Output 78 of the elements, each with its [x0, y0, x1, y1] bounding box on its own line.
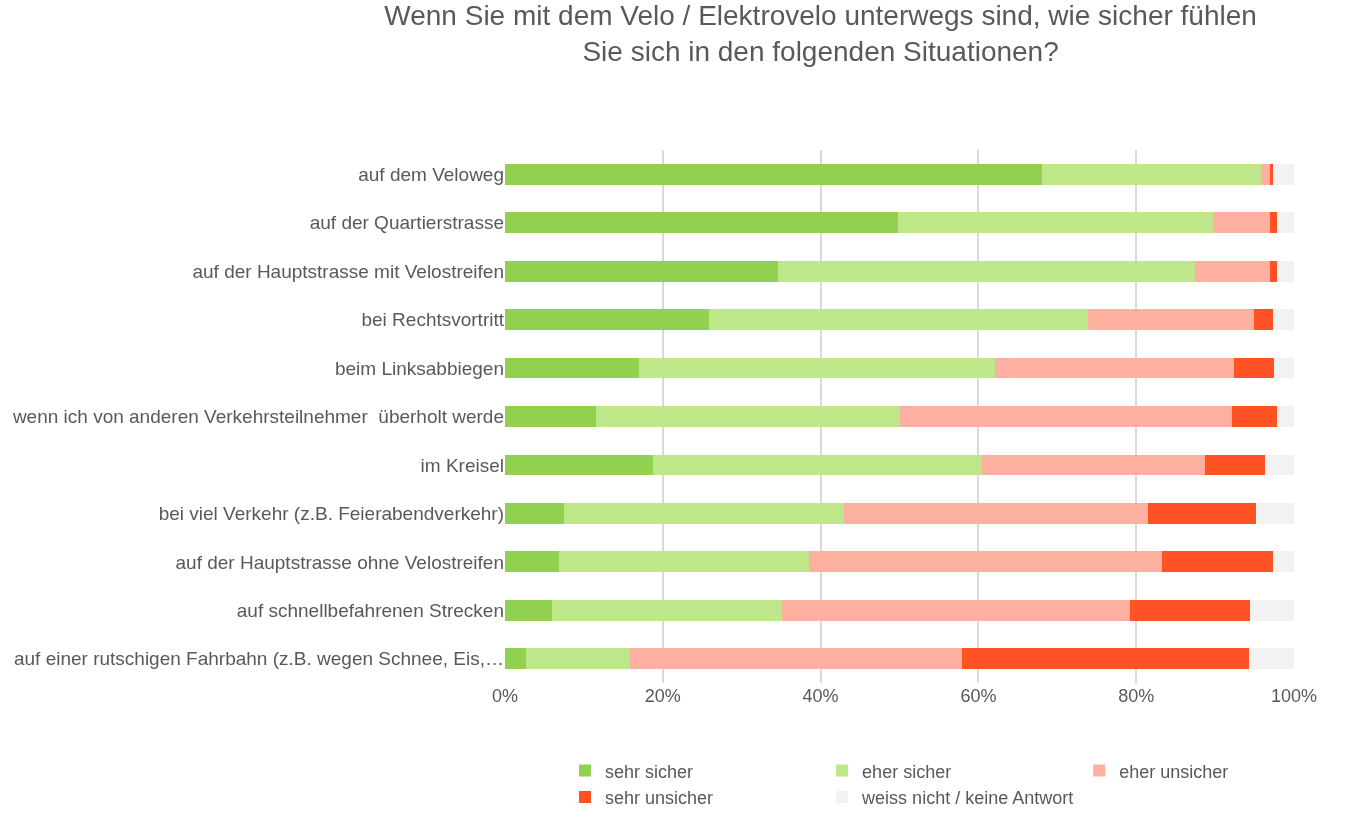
bar [505, 309, 710, 331]
bar [709, 309, 1089, 331]
y-tick-label: bei viel Verkehr (z.B. Feierabendverkehr) [158, 503, 504, 525]
y-tick-label: bei Rechtsvortritt [361, 309, 505, 331]
bar [1148, 502, 1257, 524]
bar [564, 502, 845, 524]
y-tick-label: auf der Hauptstrasse mit Velostreifen [192, 260, 504, 282]
bar [808, 551, 1163, 573]
bar [1234, 357, 1275, 379]
bar [505, 406, 596, 427]
bar [1277, 406, 1294, 427]
bar [1256, 502, 1294, 524]
bar [505, 502, 565, 524]
bar [844, 502, 1149, 524]
x-tick-label: 40% [802, 686, 839, 706]
bar [505, 260, 778, 282]
bar [639, 357, 995, 379]
bar [1272, 551, 1294, 573]
bar [1277, 260, 1294, 282]
x-tick-label: 60% [960, 686, 997, 706]
y-tick-label: im Kreisel [420, 454, 504, 476]
bar [1272, 309, 1294, 331]
bar [1272, 163, 1294, 185]
x-tick-label: 0% [491, 686, 519, 706]
x-tick-label: 80% [1118, 686, 1155, 706]
bar [982, 454, 1205, 476]
bar [1212, 212, 1270, 234]
bar [781, 599, 1130, 621]
bar [551, 599, 782, 621]
y-tick-label: auf dem Veloweg [358, 163, 504, 185]
bar [1253, 309, 1273, 331]
bar [1277, 212, 1294, 234]
bar [1269, 163, 1273, 185]
y-tick-label: beim Linksabbiegen [334, 357, 504, 379]
bar [1274, 357, 1294, 379]
bar [505, 357, 640, 379]
bar [559, 551, 809, 573]
bar [900, 406, 1232, 427]
bar [505, 212, 898, 234]
bar [1260, 163, 1270, 185]
bar [526, 648, 631, 670]
bar [897, 212, 1213, 234]
legend-label: eher unsicher [1119, 761, 1229, 782]
legend-label: weiss nicht / keine Antwort [861, 787, 1074, 808]
bar [630, 648, 962, 670]
bar [1162, 551, 1273, 573]
bar [1204, 454, 1265, 476]
x-tick-label: 20% [644, 686, 681, 706]
bar [1129, 599, 1250, 621]
bar [1249, 648, 1294, 670]
bar [1231, 406, 1278, 427]
bar [595, 406, 901, 427]
bar [1041, 163, 1261, 185]
y-tick-label: auf der Quartierstrasse [309, 212, 504, 234]
y-tick-label: wenn ich von anderen Verkehrsteilnehmer überholt werde [11, 406, 504, 428]
bar [505, 648, 527, 670]
bar [652, 454, 983, 476]
y-tick-label: auf schnellbefahrenen Strecken [236, 599, 504, 621]
legend-label: sehr sicher [605, 761, 694, 782]
y-tick-label: auf einer rutschigen Fahrbahn (z.B. wegen Schnee, Eis,… [13, 648, 504, 670]
bar [994, 357, 1235, 379]
bar [505, 163, 1042, 185]
bar [1249, 599, 1294, 621]
bar [1088, 309, 1254, 331]
bar [777, 260, 1195, 282]
bar [1269, 260, 1278, 282]
chart-title: Wenn Sie mit dem Velo / Elektrovelo unterwegs sind, wie sicher fühlen Sie sich in den folgenden Situationen? [384, 0, 1257, 68]
bar [505, 599, 552, 621]
y-tick-label: auf der Hauptstrasse ohne Velostreifen [175, 551, 504, 573]
legend-label: eher sicher [862, 761, 952, 782]
legend-label: sehr unsicher [605, 787, 714, 808]
bar [505, 551, 560, 573]
bar [961, 648, 1250, 670]
bar [1194, 260, 1270, 282]
bar [1269, 212, 1278, 234]
bar [505, 454, 653, 476]
x-tick-label: 100% [1270, 686, 1318, 706]
bar [1264, 454, 1294, 476]
